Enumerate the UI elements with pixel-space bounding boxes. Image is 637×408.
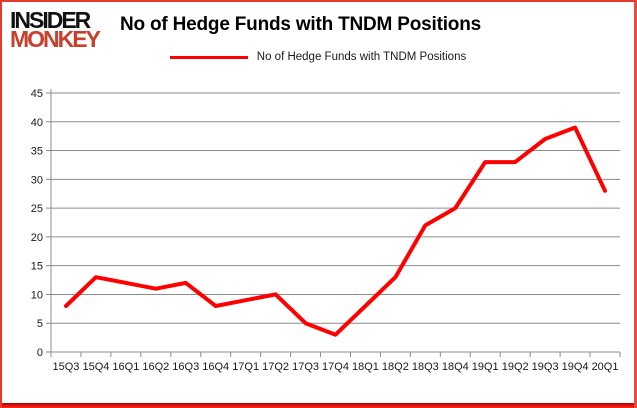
x-axis-label: 18Q3 bbox=[412, 361, 439, 373]
y-axis-label: 5 bbox=[37, 318, 43, 330]
x-axis-label: 17Q3 bbox=[292, 361, 319, 373]
x-axis-label: 19Q3 bbox=[532, 361, 559, 373]
chart-title: No of Hedge Funds with TNDM Positions bbox=[120, 14, 481, 35]
x-axis-label: 16Q3 bbox=[172, 361, 199, 373]
y-axis-label: 0 bbox=[37, 347, 43, 359]
x-axis-label: 16Q2 bbox=[142, 361, 169, 373]
x-axis-label: 17Q4 bbox=[322, 361, 349, 373]
y-axis-label: 45 bbox=[31, 88, 43, 100]
logo-monkey-text: MONKEY bbox=[10, 26, 101, 52]
x-axis-label: 19Q4 bbox=[562, 361, 589, 373]
x-axis-label: 15Q3 bbox=[53, 361, 80, 373]
x-axis-label: 19Q2 bbox=[502, 361, 529, 373]
y-axis-label: 15 bbox=[31, 261, 43, 273]
x-axis-label: 18Q1 bbox=[352, 361, 379, 373]
x-axis-label: 18Q4 bbox=[442, 361, 469, 373]
x-axis-label: 17Q2 bbox=[262, 361, 289, 373]
logo-insider-text: INSIDER bbox=[10, 7, 91, 33]
series-line-tndm bbox=[64, 125, 607, 337]
x-axis-label: 17Q1 bbox=[232, 361, 259, 373]
legend-line-swatch bbox=[169, 55, 248, 59]
y-axis-label: 35 bbox=[31, 146, 43, 158]
y-axis-label: 40 bbox=[31, 117, 43, 129]
x-axis-label: 16Q4 bbox=[202, 361, 229, 373]
legend-label: No of Hedge Funds with TNDM Positions bbox=[256, 51, 467, 63]
x-axis-label: 20Q1 bbox=[592, 361, 619, 373]
y-axis-label: 25 bbox=[31, 203, 43, 215]
x-axis-label: 19Q1 bbox=[472, 361, 499, 373]
x-axis-label: 16Q1 bbox=[112, 361, 139, 373]
x-axis-label: 18Q2 bbox=[382, 361, 409, 373]
legend: No of Hedge Funds with TNDM Positions bbox=[2, 51, 634, 63]
y-axis-label: 20 bbox=[31, 232, 43, 244]
x-axis-label: 15Q4 bbox=[82, 361, 109, 373]
insider-monkey-logo: INSIDER MONKEY bbox=[10, 7, 101, 52]
y-axis-label: 10 bbox=[31, 289, 43, 301]
y-axis-label: 30 bbox=[31, 174, 43, 186]
